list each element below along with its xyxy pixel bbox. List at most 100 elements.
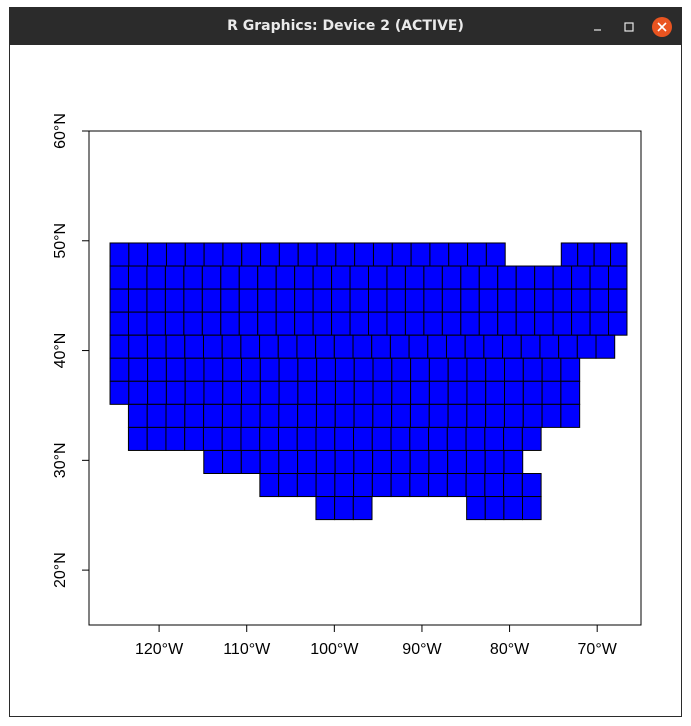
grid-cell	[277, 334, 298, 359]
grid-cell	[331, 288, 351, 313]
grid-cell	[515, 265, 536, 290]
close-button[interactable]	[652, 17, 672, 37]
grid-cell	[331, 311, 351, 336]
grid-cell	[404, 288, 425, 313]
grid-cell	[466, 403, 487, 428]
grid-cell	[371, 426, 392, 451]
y-tick-label: 50°N	[52, 223, 69, 259]
grid-cell	[109, 334, 130, 359]
grid-cell	[315, 403, 336, 428]
grid-cell	[109, 265, 129, 290]
grid-cell	[203, 403, 223, 428]
grid-cell	[294, 311, 314, 336]
grid-cell	[571, 288, 591, 313]
y-tick-label: 60°N	[52, 113, 69, 149]
grid-cell	[240, 403, 261, 428]
grid-cell	[428, 357, 449, 382]
grid-cell	[589, 265, 610, 290]
grid-cell	[240, 334, 261, 359]
grid-cell	[503, 496, 524, 521]
grid-cell	[183, 265, 203, 290]
grid-cell	[147, 357, 167, 382]
grid-cell	[372, 403, 393, 428]
title-bar[interactable]: R Graphics: Device 2 (ACTIVE)	[10, 8, 681, 45]
x-axis: 120°W 110°W 100°W 90°W 80°W 70°W	[135, 625, 618, 658]
grid-cell	[372, 242, 393, 267]
grid-cell	[390, 473, 411, 498]
grid-cell	[441, 311, 462, 336]
grid-cell	[238, 311, 259, 336]
grid-cell	[315, 426, 336, 451]
grid-cell	[353, 357, 374, 382]
grid-cell	[146, 334, 167, 359]
grid-cell	[184, 357, 205, 382]
grid-cell	[410, 357, 430, 382]
minimize-button[interactable]	[588, 17, 608, 37]
grid-cell	[353, 403, 374, 428]
grid-cell	[127, 265, 148, 290]
grid-cell	[203, 449, 224, 475]
grid-cell	[127, 426, 148, 451]
grid-cell	[278, 403, 299, 428]
grid-cell	[334, 357, 355, 382]
grid-cell	[146, 426, 167, 451]
grid-cell	[560, 357, 581, 382]
grid-cell	[460, 311, 480, 336]
grid-cell	[428, 380, 449, 405]
grid-cell	[391, 357, 412, 382]
grid-cell	[354, 242, 374, 267]
grid-cell	[428, 473, 448, 498]
grid-cell	[222, 380, 243, 405]
grid-cell	[238, 265, 259, 290]
grid-cell	[335, 242, 356, 267]
grid-cell	[165, 334, 186, 359]
grid-cell	[202, 426, 223, 451]
grid-cell	[147, 380, 167, 405]
grid-cell	[608, 288, 628, 313]
grid-cell	[503, 473, 523, 498]
grid-cell	[558, 334, 578, 359]
grid-cell	[183, 288, 203, 313]
grid-cell	[203, 357, 224, 382]
grid-cell	[184, 334, 204, 359]
grid-cell	[222, 357, 243, 382]
grid-cell	[372, 357, 393, 382]
grid-cell	[521, 473, 542, 498]
grid-cell	[386, 288, 406, 313]
grid-cell	[608, 311, 628, 336]
grid-cell	[504, 357, 524, 382]
grid-cell	[109, 380, 130, 405]
grid-cell	[297, 403, 317, 428]
grid-cell	[278, 242, 299, 267]
grid-cell	[220, 311, 240, 336]
grid-cell	[165, 426, 186, 451]
grid-cell	[372, 380, 393, 405]
grid-cell	[429, 242, 450, 267]
grid-cell	[371, 473, 392, 498]
grid-cell	[259, 357, 280, 382]
grid-cell	[483, 334, 504, 359]
grid-cell	[478, 288, 499, 313]
r-graphics-window: R Graphics: Device 2 (ACTIVE) 120°W 110°W…	[10, 8, 681, 716]
grid-cell	[275, 311, 296, 336]
grid-cell	[515, 288, 536, 313]
grid-cell	[164, 265, 185, 290]
grid-cell	[349, 288, 370, 313]
grid-cell	[522, 357, 543, 382]
grid-cell	[220, 288, 240, 313]
maximize-button[interactable]	[619, 17, 639, 37]
grid-cell	[368, 311, 388, 336]
grid-cell	[522, 496, 542, 521]
grid-cell	[560, 242, 579, 267]
grid-cell	[353, 473, 373, 498]
grid-cell	[275, 265, 296, 290]
grid-cell	[203, 380, 224, 405]
grid-cell	[371, 334, 391, 359]
grid-cell	[259, 380, 280, 405]
grid-cell	[441, 288, 462, 313]
grid-cell	[296, 334, 317, 359]
grid-cell	[460, 265, 480, 290]
grid-cell	[221, 334, 242, 359]
grid-cell	[334, 449, 355, 475]
grid-cell	[353, 426, 373, 451]
